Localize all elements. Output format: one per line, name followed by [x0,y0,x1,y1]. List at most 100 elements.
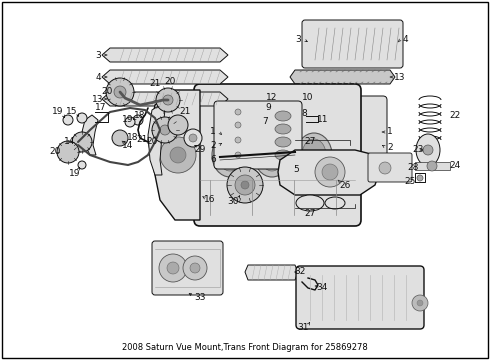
FancyBboxPatch shape [194,84,361,226]
Text: 20: 20 [49,148,61,157]
Text: 18: 18 [134,112,146,121]
Circle shape [322,164,338,180]
Text: 1: 1 [387,127,393,136]
Polygon shape [290,70,395,84]
Circle shape [159,254,187,282]
Polygon shape [102,92,228,106]
Circle shape [379,162,391,174]
Text: 3: 3 [95,50,101,59]
Text: 5: 5 [293,166,299,175]
Circle shape [77,113,87,123]
Text: 29: 29 [195,145,206,154]
Circle shape [168,115,188,135]
Ellipse shape [270,118,280,124]
Text: 26: 26 [339,180,351,189]
FancyBboxPatch shape [294,96,387,169]
Text: 19: 19 [122,116,134,125]
Circle shape [350,137,356,143]
Circle shape [184,129,202,147]
Circle shape [133,115,143,125]
Text: 25: 25 [404,177,416,186]
Text: 20: 20 [101,87,113,96]
Ellipse shape [325,197,345,209]
Circle shape [160,125,170,135]
Circle shape [227,167,263,203]
Circle shape [167,262,179,274]
Circle shape [412,295,428,311]
Circle shape [315,157,345,187]
Circle shape [170,147,186,163]
Text: 4: 4 [95,72,101,81]
Ellipse shape [218,139,242,171]
Polygon shape [245,265,298,280]
Text: 28: 28 [407,163,418,172]
Text: 14: 14 [122,141,134,150]
Text: 20: 20 [147,138,158,147]
Text: 31: 31 [297,324,309,333]
Circle shape [235,122,241,128]
Text: 11: 11 [317,114,329,123]
Circle shape [72,132,92,152]
Ellipse shape [302,139,326,171]
Text: 15: 15 [66,108,78,117]
Ellipse shape [291,94,301,100]
Text: 2: 2 [210,140,216,149]
FancyBboxPatch shape [214,101,302,169]
Text: 23: 23 [412,145,424,154]
Ellipse shape [284,155,296,169]
Ellipse shape [416,134,440,166]
Text: 19: 19 [69,170,81,179]
Polygon shape [102,48,228,62]
Text: 24: 24 [449,162,461,171]
Circle shape [241,181,249,189]
Circle shape [106,78,134,106]
Text: 21: 21 [149,78,161,87]
Circle shape [152,117,178,143]
Circle shape [417,175,423,181]
Text: 34: 34 [317,284,328,292]
Text: 21: 21 [136,135,147,144]
Text: 7: 7 [262,117,268,126]
Ellipse shape [272,105,280,111]
Ellipse shape [275,111,291,121]
Ellipse shape [305,150,321,160]
Polygon shape [102,70,228,84]
Circle shape [183,256,207,280]
Ellipse shape [275,150,291,160]
FancyBboxPatch shape [296,266,424,329]
Text: 10: 10 [302,93,314,102]
Circle shape [112,130,128,146]
Text: 21: 21 [179,108,191,117]
Circle shape [235,152,241,158]
Circle shape [63,115,73,125]
Ellipse shape [254,133,290,177]
Ellipse shape [296,195,324,211]
Text: 13: 13 [92,94,104,104]
Circle shape [235,175,255,195]
Text: 17: 17 [95,104,107,112]
Text: 4: 4 [402,36,408,45]
Polygon shape [278,150,380,195]
Circle shape [163,95,173,105]
Ellipse shape [287,110,297,116]
Text: 12: 12 [266,93,278,102]
FancyBboxPatch shape [368,153,412,182]
Text: 30: 30 [227,198,239,207]
Circle shape [57,141,79,163]
Text: 1: 1 [210,127,216,136]
Ellipse shape [305,137,321,147]
Circle shape [189,134,197,142]
Ellipse shape [260,139,284,171]
Circle shape [160,137,196,173]
Text: 27: 27 [304,138,316,147]
Text: 14: 14 [64,138,75,147]
FancyBboxPatch shape [302,20,403,68]
Text: 19: 19 [52,108,64,117]
Ellipse shape [275,137,291,147]
Ellipse shape [296,133,332,177]
Text: 3: 3 [295,36,301,45]
Text: 2008 Saturn Vue Mount,Trans Front Diagram for 25869278: 2008 Saturn Vue Mount,Trans Front Diagra… [122,343,368,352]
Ellipse shape [212,133,248,177]
Circle shape [156,88,180,112]
Circle shape [114,86,126,98]
